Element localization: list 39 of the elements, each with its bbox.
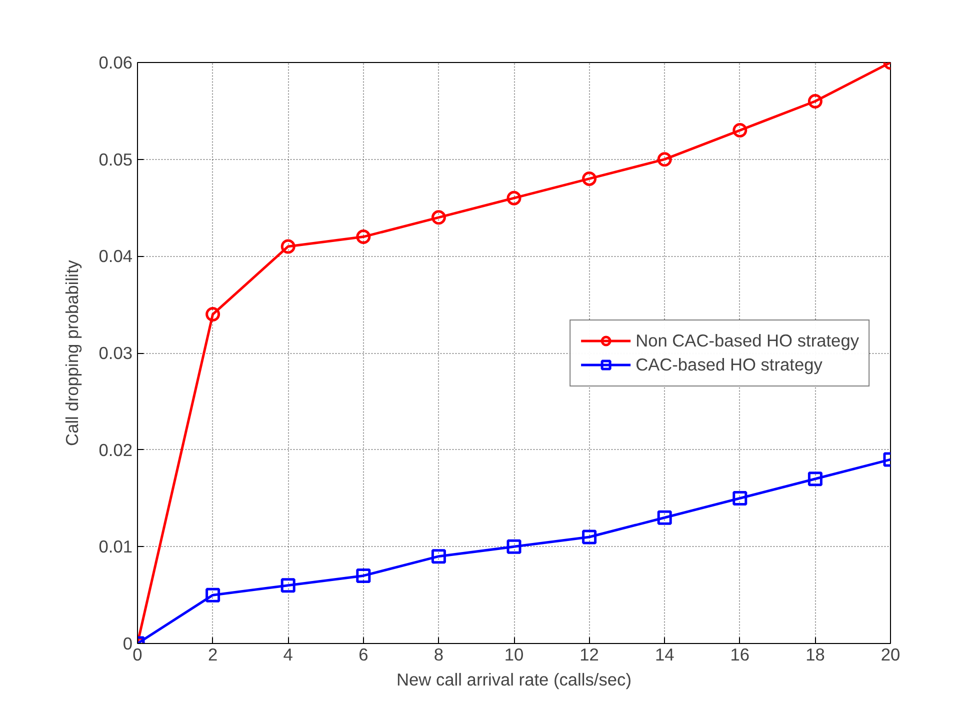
y-tick-label: 0.01 [98, 536, 133, 557]
x-tick-label: 20 [880, 644, 900, 664]
point [732, 491, 748, 506]
point [206, 307, 220, 322]
point [582, 171, 597, 186]
point [356, 230, 371, 244]
x-tick-label: 18 [806, 644, 825, 664]
point [732, 123, 748, 138]
point [431, 210, 446, 225]
point [280, 239, 296, 254]
point [280, 578, 296, 593]
point [808, 472, 822, 486]
x-tick-label: 12 [580, 644, 599, 664]
legend-label: CAC-based HO strategy [636, 354, 822, 375]
y-tick-label: 0.05 [98, 149, 133, 170]
x-tick-label: 10 [504, 644, 524, 664]
x-tick-label: 16 [730, 644, 750, 664]
point [808, 94, 822, 108]
y-axis-title: Call dropping probability [62, 260, 82, 446]
line-series [138, 62, 890, 644]
x-tick-label: 8 [434, 644, 444, 664]
y-tick-label: 0.02 [98, 440, 133, 460]
x-tick-label: 6 [358, 644, 368, 664]
x-tick-label: 14 [654, 644, 675, 664]
x-axis-title: New call arrival rate (calls/sec) [396, 670, 632, 690]
point [356, 568, 371, 583]
point [657, 510, 672, 525]
point [657, 152, 672, 167]
legend-label: Non CAC-based HO strategy [636, 330, 859, 351]
point [206, 588, 220, 602]
y-tick-label: 0.06 [98, 52, 133, 72]
x-tick-label: 4 [283, 644, 294, 664]
y-tick-label: 0.03 [98, 343, 133, 363]
point [506, 539, 522, 554]
point [506, 190, 522, 206]
point [582, 530, 597, 544]
y-tick-label: 0.04 [98, 246, 133, 266]
point [431, 549, 446, 564]
x-tick-label: 2 [208, 644, 218, 664]
